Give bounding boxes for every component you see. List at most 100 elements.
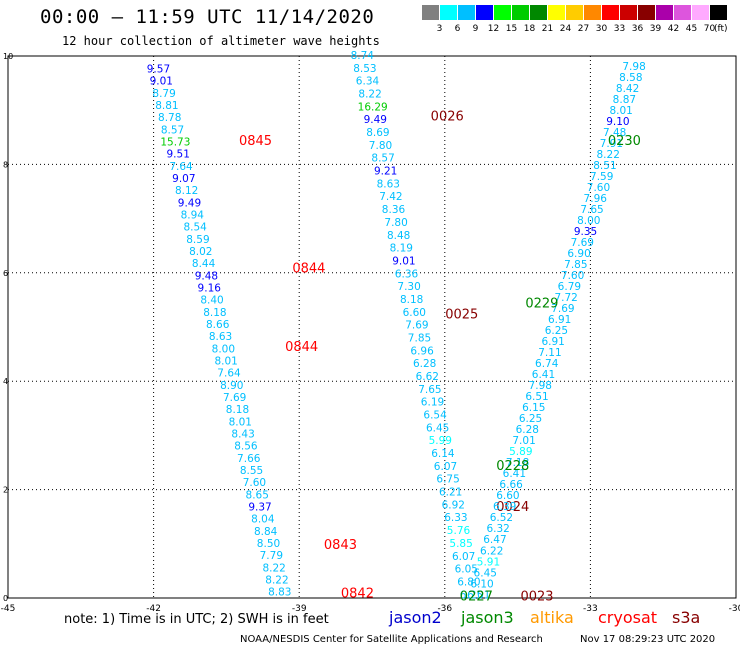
pass-time-label: 0023 bbox=[520, 589, 553, 604]
wave-height-value: 6.91 bbox=[548, 314, 571, 326]
color-swatch-label: 12 bbox=[487, 24, 500, 34]
wave-height-value: 8.01 bbox=[229, 416, 252, 428]
wave-height-value: 7.96 bbox=[584, 193, 608, 205]
wave-height-value: 7.01 bbox=[512, 435, 535, 447]
wave-height-value: 7.64 bbox=[169, 161, 193, 173]
pass-time-label: 0229 bbox=[525, 297, 558, 312]
wave-height-value: 8.54 bbox=[183, 222, 207, 234]
color-swatch-label: 3 bbox=[436, 24, 443, 34]
wave-height-value: 9.49 bbox=[178, 197, 201, 209]
wave-height-value: 9.01 bbox=[392, 255, 415, 267]
wave-height-value: 8.43 bbox=[231, 428, 254, 440]
color-swatch bbox=[602, 5, 619, 20]
x-tick-label: -42 bbox=[146, 604, 161, 614]
color-swatch-label: 15 bbox=[505, 24, 518, 34]
wave-height-value: 8.87 bbox=[613, 94, 636, 106]
color-swatch bbox=[566, 5, 583, 20]
color-swatch-label: 42 bbox=[667, 24, 680, 34]
wave-height-value: 8.57 bbox=[161, 124, 184, 136]
color-scale-unit: (ft) bbox=[714, 24, 728, 34]
wave-height-value: 9.10 bbox=[606, 116, 629, 128]
wave-height-value: 7.80 bbox=[384, 217, 407, 229]
wave-height-value: 8.55 bbox=[240, 465, 263, 477]
wave-height-value: 6.28 bbox=[413, 358, 436, 370]
wave-height-value: 7.11 bbox=[538, 347, 561, 359]
wave-height-value: 6.54 bbox=[423, 410, 447, 422]
color-swatch bbox=[584, 5, 601, 20]
wave-height-value: 9.35 bbox=[574, 226, 597, 238]
wave-height-value: 6.39 bbox=[493, 501, 516, 513]
x-tick-label: -30 bbox=[729, 604, 740, 614]
color-swatch bbox=[620, 5, 637, 20]
wave-height-value: 7.18 bbox=[506, 457, 529, 469]
wave-height-value: 9.21 bbox=[374, 166, 397, 178]
wave-height-value: 7.98 bbox=[529, 380, 552, 392]
color-swatch bbox=[530, 5, 547, 20]
wave-height-value: 8.19 bbox=[390, 243, 413, 255]
wave-height-value: 6.34 bbox=[356, 76, 380, 88]
wave-height-value: 7.80 bbox=[369, 140, 392, 152]
wave-height-value: 6.80 bbox=[457, 576, 480, 588]
wave-height-value: 6.92 bbox=[442, 499, 465, 511]
wave-height-value: 6.01 bbox=[467, 589, 490, 601]
wave-height-value: 6.28 bbox=[516, 424, 539, 436]
wave-height-value: 8.00 bbox=[577, 215, 600, 227]
pass-time-label: 0842 bbox=[341, 587, 374, 602]
pass-time-label: 0228 bbox=[496, 459, 529, 474]
page-title: 00:00 – 11:59 UTC 11/14/2020 bbox=[40, 6, 375, 28]
wave-height-value: 15.73 bbox=[160, 137, 190, 149]
wave-height-value: 6.60 bbox=[496, 490, 519, 502]
wave-height-value: 6.62 bbox=[416, 371, 439, 383]
wave-height-value: 6.33 bbox=[444, 512, 467, 524]
color-swatch-label: 9 bbox=[472, 24, 479, 34]
wave-height-value: 8.66 bbox=[206, 319, 230, 331]
wave-height-value: 5.85 bbox=[449, 538, 472, 550]
footer-note: note: 1) Time is in UTC; 2) SWH is in fe… bbox=[64, 612, 329, 627]
wave-height-value: 8.04 bbox=[251, 514, 275, 526]
wave-height-value: 7.30 bbox=[397, 281, 420, 293]
wave-height-value: 8.02 bbox=[189, 246, 212, 258]
legend-cryosat: cryosat bbox=[598, 608, 658, 627]
color-swatch-label: 39 bbox=[649, 24, 662, 34]
wave-height-value: 8.74 bbox=[351, 50, 375, 62]
wave-height-value: 8.69 bbox=[366, 127, 389, 139]
wave-height-value: 8.90 bbox=[220, 380, 243, 392]
wave-height-value: 6.47 bbox=[483, 534, 506, 546]
color-swatch bbox=[422, 5, 439, 20]
wave-height-value: 7.79 bbox=[260, 550, 283, 562]
wave-height-value: 8.84 bbox=[254, 526, 278, 538]
wave-height-value: 8.57 bbox=[371, 153, 394, 165]
wave-height-value: 8.01 bbox=[609, 105, 632, 117]
wave-height-value: 7.69 bbox=[223, 392, 246, 404]
wave-height-value: 6.45 bbox=[474, 567, 497, 579]
wave-height-value: 8.42 bbox=[616, 83, 639, 95]
wave-height-value: 8.51 bbox=[593, 160, 616, 172]
pass-time-label: 0845 bbox=[239, 134, 272, 149]
x-tick-label: -45 bbox=[1, 604, 16, 614]
wave-height-value: 8.58 bbox=[619, 72, 642, 84]
wave-height-value: 8.94 bbox=[181, 210, 205, 222]
page-subtitle: 12 hour collection of altimeter wave hei… bbox=[62, 34, 380, 48]
wave-height-value: 7.65 bbox=[418, 384, 441, 396]
wave-height-value: 8.22 bbox=[358, 89, 381, 101]
wave-height-value: 8.36 bbox=[382, 204, 406, 216]
wave-height-value: 8.01 bbox=[214, 355, 237, 367]
wave-height-value: 6.10 bbox=[470, 578, 493, 590]
wave-height-value: 7.64 bbox=[217, 368, 241, 380]
color-swatch-label: 27 bbox=[577, 24, 590, 34]
wave-height-value: 7.48 bbox=[603, 127, 626, 139]
wave-height-value: 6.66 bbox=[499, 479, 523, 491]
wave-height-value: 8.18 bbox=[203, 307, 226, 319]
color-swatch-label: 45 bbox=[685, 24, 698, 34]
color-swatch bbox=[656, 5, 673, 20]
wave-height-value: 9.57 bbox=[147, 64, 170, 76]
wave-height-value: 8.12 bbox=[175, 185, 198, 197]
wave-height-value: 8.22 bbox=[265, 574, 288, 586]
wave-height-value: 8.22 bbox=[597, 149, 620, 161]
wave-height-value: 6.45 bbox=[426, 422, 449, 434]
wave-height-value: 7.91 bbox=[600, 138, 623, 150]
legend-altika: altika bbox=[530, 608, 574, 627]
wave-height-value: 6.21 bbox=[439, 487, 462, 499]
pass-time-label: 0024 bbox=[496, 500, 529, 515]
color-swatch-label: 30 bbox=[595, 24, 608, 34]
